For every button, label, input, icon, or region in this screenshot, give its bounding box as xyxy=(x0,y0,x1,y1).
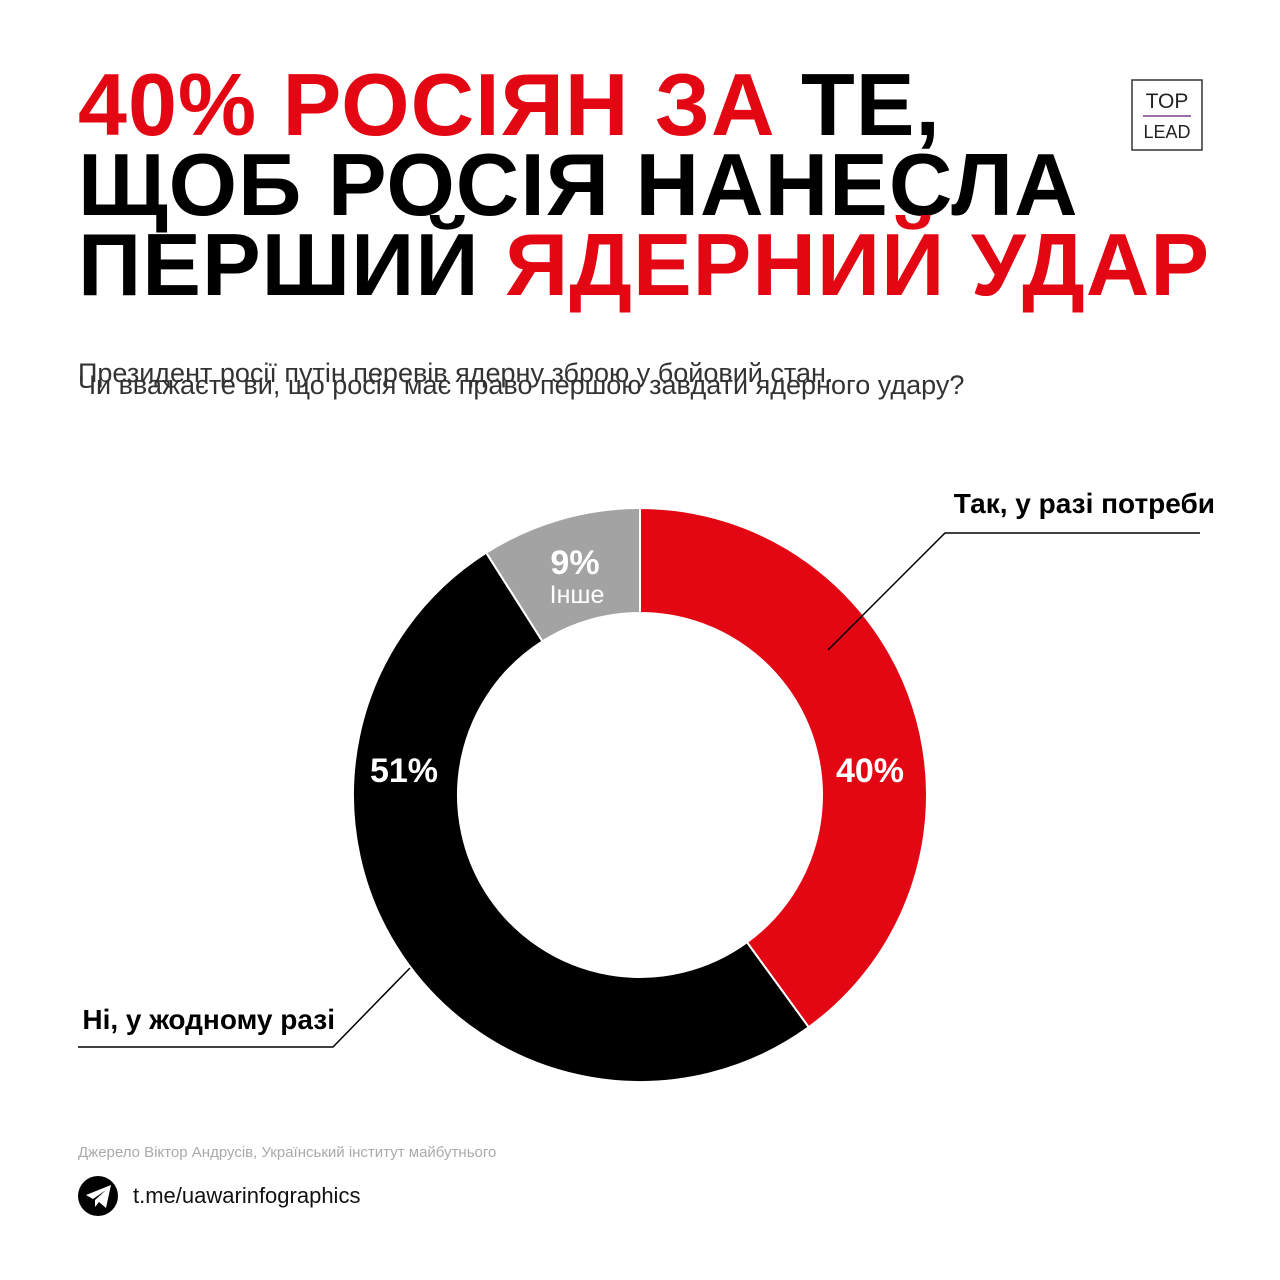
logo-frame xyxy=(1131,79,1203,151)
title-line: ЩОБ РОСІЯ НАНЕСЛА xyxy=(78,135,1079,234)
value-label: 9% xyxy=(550,544,599,582)
donut-slice xyxy=(352,551,811,1083)
value-label: 40% xyxy=(836,752,904,790)
category-label: Ні, у жодному разі xyxy=(82,1004,335,1035)
logo-top: TOP xyxy=(1146,90,1189,113)
logo: TOP LEAD xyxy=(1131,79,1203,151)
title-segment: ТЕ, xyxy=(776,55,941,154)
donut-slice xyxy=(484,506,641,643)
title-line: 40% РОСІЯН ЗА ТЕ, xyxy=(78,55,941,154)
value-label: 51% xyxy=(370,752,438,790)
title-segment: ЩОБ РОСІЯ НАНЕСЛА xyxy=(78,135,1079,234)
telegram-icon xyxy=(78,1176,118,1216)
title-segment: ПЕРШИЙ xyxy=(78,215,505,314)
icon-circle xyxy=(78,1176,118,1216)
link: t.me/uawarinfographics xyxy=(133,1183,360,1208)
icon-plane xyxy=(86,1185,111,1208)
logo-lead: LEAD xyxy=(1143,122,1190,142)
category-label: Інше xyxy=(550,581,605,609)
donut-slice xyxy=(639,506,928,1029)
leader-line xyxy=(78,967,411,1048)
subtitle-line: Чи вважаєте ви, що росія має право першо… xyxy=(78,370,964,400)
category-label: Так, у разі потреби xyxy=(954,488,1215,519)
title-segment: ЯДЕРНИЙ УДАР xyxy=(505,215,1210,314)
leader-line xyxy=(827,532,1200,651)
source: Джерело Віктор Андрусів, Український інс… xyxy=(78,1144,496,1161)
title-line: ПЕРШИЙ ЯДЕРНИЙ УДАР xyxy=(78,215,1210,314)
title-segment: 40% РОСІЯН ЗА xyxy=(78,55,776,154)
subtitle-line: Президент росії путін перевів ядерну збр… xyxy=(78,358,833,388)
